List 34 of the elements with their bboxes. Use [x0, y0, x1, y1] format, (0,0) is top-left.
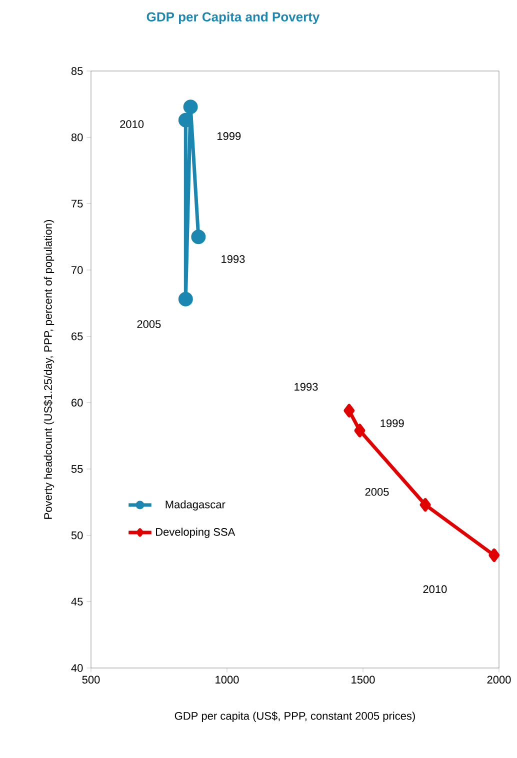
x-tick-label: 2000 — [487, 676, 511, 684]
point — [191, 230, 206, 244]
y-tick-label: 40 — [71, 664, 83, 672]
chart-title: GDP per Capita and Poverty — [146, 12, 320, 24]
y-tick-label: 45 — [71, 598, 83, 606]
y-tick-label: 65 — [72, 332, 83, 340]
annotation: 1993 — [222, 255, 245, 263]
y-tick-label: 50 — [71, 531, 83, 540]
y-axis-title: Poverty headcount (US$1.25/day, PPP, percent of population) — [44, 220, 54, 519]
point — [488, 548, 500, 562]
x-tick-label: 1000 — [216, 676, 239, 684]
y-tick-label: 85 — [71, 67, 83, 75]
point — [420, 498, 431, 512]
y-tick-label: 60 — [72, 398, 83, 407]
point — [178, 292, 193, 306]
y-tick-label: 80 — [71, 133, 83, 142]
annotation: 2010 — [423, 585, 447, 594]
point — [354, 424, 366, 438]
point — [183, 100, 198, 114]
annotation: 2005 — [137, 320, 161, 328]
annotation: 1999 — [380, 419, 404, 428]
legend-label: Madagascar — [166, 500, 226, 511]
y-tick-label: 70 — [72, 266, 83, 274]
annotation: 2005 — [365, 488, 389, 496]
x-tick-label: 1500 — [352, 676, 375, 684]
x-axis-title: GDP per capita (US$, PPP, constant 2005 prices) — [174, 712, 415, 722]
y-tick-label: 55 — [71, 465, 83, 473]
y-tick-label: 75 — [72, 200, 83, 208]
annotation: 2010 — [120, 120, 144, 128]
annotation: 1999 — [218, 132, 241, 140]
point — [344, 404, 355, 418]
annotation: 1993 — [294, 382, 318, 391]
legend-label: Developing SSA — [156, 528, 236, 538]
x-tick-label: 500 — [82, 676, 100, 684]
